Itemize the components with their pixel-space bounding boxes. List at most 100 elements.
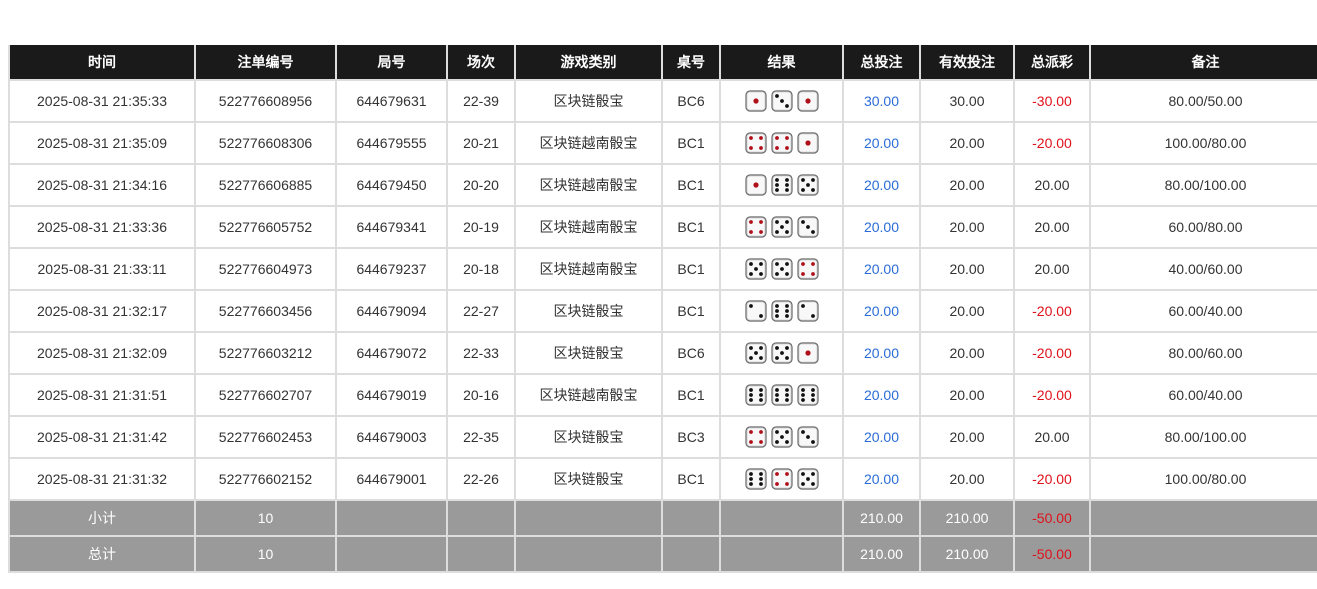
summary-payout: -50.00	[1013, 535, 1091, 573]
die-5-icon	[770, 258, 793, 280]
summary-total-bet: 210.00	[842, 499, 921, 537]
die-5-icon	[744, 342, 767, 364]
cell-time: 2025-08-31 21:31:42	[8, 415, 196, 459]
cell-table-no: BC1	[661, 205, 721, 249]
cell-game-type: 区块链骰宝	[514, 289, 663, 333]
summary-count: 10	[194, 535, 337, 573]
die-4-icon	[744, 426, 767, 448]
die-4-icon	[770, 132, 793, 154]
cell-table-no: BC1	[661, 289, 721, 333]
cell-round: 644679019	[335, 373, 448, 417]
empty-cell	[719, 535, 844, 573]
cell-game-type: 区块链越南骰宝	[514, 121, 663, 165]
cell-result	[719, 205, 844, 249]
empty-cell	[719, 499, 844, 537]
cell-total-bet: 20.00	[842, 415, 921, 459]
cell-time: 2025-08-31 21:31:32	[8, 457, 196, 501]
cell-total-bet: 20.00	[842, 205, 921, 249]
die-6-icon	[744, 468, 767, 490]
cell-table-no: BC1	[661, 163, 721, 207]
die-6-icon	[744, 384, 767, 406]
cell-game-type: 区块链越南骰宝	[514, 247, 663, 291]
cell-round: 644679001	[335, 457, 448, 501]
die-3-icon	[796, 216, 819, 238]
cell-note: 80.00/50.00	[1089, 79, 1317, 123]
cell-game-type: 区块链越南骰宝	[514, 205, 663, 249]
die-5-icon	[770, 216, 793, 238]
die-3-icon	[796, 426, 819, 448]
cell-session: 22-33	[446, 331, 516, 375]
cell-valid-bet: 20.00	[919, 415, 1015, 459]
cell-game-type: 区块链骰宝	[514, 415, 663, 459]
empty-cell	[1089, 499, 1317, 537]
header-time: 时间	[8, 45, 196, 81]
cell-game-type: 区块链骰宝	[514, 79, 663, 123]
die-1-icon	[796, 132, 819, 154]
cell-valid-bet: 20.00	[919, 331, 1015, 375]
header-bet-id: 注单编号	[194, 45, 337, 81]
cell-valid-bet: 20.00	[919, 457, 1015, 501]
empty-cell	[661, 535, 721, 573]
cell-bet-id: 522776602453	[194, 415, 337, 459]
grand-total-row: 总计 10 210.00 210.00 -50.00	[8, 535, 1317, 573]
summary-label: 总计	[8, 535, 196, 573]
cell-round: 644679555	[335, 121, 448, 165]
cell-total-payout: -20.00	[1013, 457, 1091, 501]
cell-session: 20-19	[446, 205, 516, 249]
empty-cell	[446, 499, 516, 537]
cell-table-no: BC1	[661, 247, 721, 291]
die-4-icon	[744, 216, 767, 238]
bet-records-table: 时间 注单编号 局号 场次 游戏类别 桌号 结果 总投注 有效投注 总派彩 备注 2025-08-3…	[8, 45, 1317, 573]
empty-cell	[661, 499, 721, 537]
empty-cell	[446, 535, 516, 573]
cell-valid-bet: 20.00	[919, 247, 1015, 291]
cell-table-no: BC6	[661, 331, 721, 375]
cell-round: 644679094	[335, 289, 448, 333]
die-2-icon	[796, 300, 819, 322]
cell-result	[719, 331, 844, 375]
cell-round: 644679631	[335, 79, 448, 123]
cell-table-no: BC6	[661, 79, 721, 123]
header-result: 结果	[719, 45, 844, 81]
empty-cell	[514, 499, 663, 537]
table-row: 2025-08-31 21:32:17 522776603456 644679094…	[8, 289, 1317, 333]
cell-session: 20-20	[446, 163, 516, 207]
cell-time: 2025-08-31 21:33:36	[8, 205, 196, 249]
cell-valid-bet: 20.00	[919, 163, 1015, 207]
cell-session: 22-39	[446, 79, 516, 123]
table-row: 2025-08-31 21:33:36 522776605752 644679341…	[8, 205, 1317, 249]
cell-result	[719, 163, 844, 207]
empty-cell	[514, 535, 663, 573]
cell-round: 644679072	[335, 331, 448, 375]
cell-bet-id: 522776602152	[194, 457, 337, 501]
cell-round: 644679237	[335, 247, 448, 291]
table-header: 时间 注单编号 局号 场次 游戏类别 桌号 结果 总投注 有效投注 总派彩 备注	[8, 45, 1317, 81]
cell-session: 22-35	[446, 415, 516, 459]
cell-round: 644679450	[335, 163, 448, 207]
cell-total-bet: 20.00	[842, 289, 921, 333]
cell-time: 2025-08-31 21:35:09	[8, 121, 196, 165]
cell-bet-id: 522776608306	[194, 121, 337, 165]
header-total-payout: 总派彩	[1013, 45, 1091, 81]
cell-total-payout: 20.00	[1013, 415, 1091, 459]
cell-time: 2025-08-31 21:31:51	[8, 373, 196, 417]
header-round: 局号	[335, 45, 448, 81]
cell-note: 80.00/100.00	[1089, 415, 1317, 459]
empty-cell	[1089, 535, 1317, 573]
cell-session: 22-27	[446, 289, 516, 333]
table-row: 2025-08-31 21:32:09 522776603212 644679072…	[8, 331, 1317, 375]
cell-game-type: 区块链越南骰宝	[514, 373, 663, 417]
die-1-icon	[796, 342, 819, 364]
summary-valid-bet: 210.00	[919, 535, 1015, 573]
cell-note: 60.00/40.00	[1089, 373, 1317, 417]
cell-valid-bet: 20.00	[919, 373, 1015, 417]
cell-bet-id: 522776603456	[194, 289, 337, 333]
cell-table-no: BC1	[661, 121, 721, 165]
cell-valid-bet: 30.00	[919, 79, 1015, 123]
die-1-icon	[744, 174, 767, 196]
cell-total-bet: 20.00	[842, 163, 921, 207]
subtotal-row: 小计 10 210.00 210.00 -50.00	[8, 499, 1317, 537]
cell-bet-id: 522776605752	[194, 205, 337, 249]
cell-bet-id: 522776608956	[194, 79, 337, 123]
header-total-bet: 总投注	[842, 45, 921, 81]
